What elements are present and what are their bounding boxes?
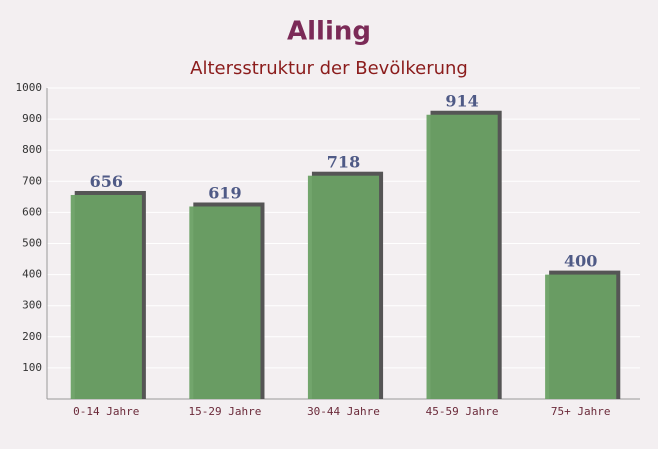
x-tick-label: 0-14 Jahre (73, 405, 139, 418)
y-tick-label: 400 (22, 268, 42, 281)
x-tick-label: 75+ Jahre (551, 405, 611, 418)
y-tick-label: 1000 (16, 81, 43, 94)
chart-title: Alling (287, 17, 371, 47)
value-label: 914 (445, 92, 478, 111)
value-label: 718 (327, 153, 360, 172)
bar (189, 206, 261, 399)
x-tick-label: 30-44 Jahre (307, 405, 380, 418)
y-tick-label: 100 (22, 361, 42, 374)
value-label: 656 (90, 172, 123, 191)
y-tick-label: 300 (22, 299, 42, 312)
y-tick-label: 900 (22, 112, 42, 125)
bar (70, 194, 142, 399)
y-tick-label: 800 (22, 143, 42, 156)
y-tick-label: 600 (22, 205, 42, 218)
chart-subtitle: Altersstruktur der Bevölkerung (190, 58, 468, 79)
y-tick-label: 500 (22, 237, 42, 250)
value-label: 619 (208, 183, 241, 202)
x-tick-label: 15-29 Jahre (188, 405, 261, 418)
y-tick-label: 700 (22, 174, 42, 187)
bar (545, 274, 617, 399)
bar (426, 114, 498, 399)
y-tick-label: 200 (22, 330, 42, 343)
bar (307, 175, 380, 399)
x-tick-label: 45-59 Jahre (426, 405, 499, 418)
value-label: 400 (564, 252, 597, 271)
